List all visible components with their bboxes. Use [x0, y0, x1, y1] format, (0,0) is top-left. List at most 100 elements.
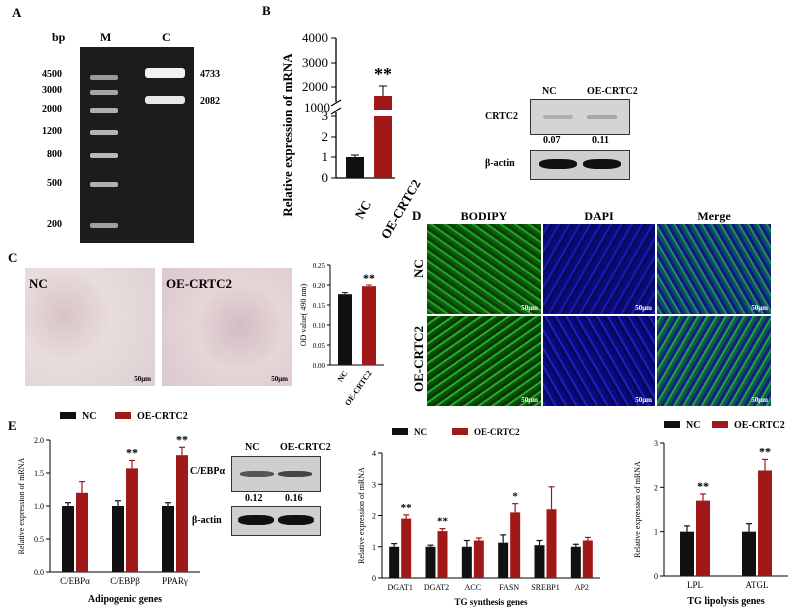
bar-nc — [338, 294, 352, 365]
x-category-label: DGAT1 — [387, 583, 412, 592]
legend-label-nc: NC — [82, 411, 96, 422]
legend-swatch-nc — [664, 421, 680, 428]
panel-label-b: B — [262, 3, 271, 18]
bar-nc — [461, 546, 472, 578]
b-tick-3: 3 — [322, 108, 329, 123]
b-ratio-nc: 0.07 — [543, 135, 561, 146]
x-axis-title: TG lipolysis genes — [687, 596, 764, 607]
y-tick-label: 3 — [372, 480, 376, 489]
panel-label-a: A — [12, 5, 22, 20]
bar-nc — [534, 545, 545, 578]
gel-band-m800 — [90, 153, 118, 158]
legend-swatch-oe — [712, 421, 728, 428]
c-scale-nc: 50μm — [134, 375, 151, 383]
b-ratio-oe: 0.11 — [592, 135, 609, 146]
ladder-label-500: 500 — [47, 178, 62, 189]
bar-oe — [76, 492, 88, 572]
x-category-label: ACC — [465, 583, 481, 592]
legend-label-oe: OE-CRTC2 — [137, 411, 188, 422]
ladder-label-1200: 1200 — [42, 126, 62, 137]
significance-mark: ** — [176, 432, 188, 446]
d-scale-4: 50μm — [521, 396, 538, 404]
cebpa-blot-strip — [231, 456, 321, 492]
e-ratio-oe: 0.16 — [285, 493, 303, 504]
mrna-bar-chart-b: Relative expression of mRNA 4000 3000 20… — [280, 30, 424, 242]
gel-band-m2000 — [90, 108, 118, 113]
y-tick-label: 1.5 — [34, 469, 44, 478]
fluor-bodipy-oe: 50μm — [427, 316, 541, 406]
c-image-label-nc: NC — [29, 276, 48, 291]
gel-header-construct: C — [162, 30, 171, 44]
d-row-oe: OE-CRTC2 — [411, 326, 426, 392]
y-tick-label: 2 — [372, 512, 376, 521]
b-tick-1: 1 — [322, 149, 329, 164]
fluor-merge-oe: 50μm — [657, 316, 771, 406]
y-tick-label: 0 — [654, 572, 658, 581]
y-tick-label: 0.05 — [313, 342, 326, 350]
bar-oe — [126, 468, 138, 572]
gel-band-m4500 — [90, 75, 118, 80]
bar-oe — [582, 540, 593, 578]
b-blot-row-crtc2: CRTC2 — [485, 111, 518, 122]
e-blot-col-oe: OE-CRTC2 — [280, 442, 331, 453]
significance-mark: ** — [363, 271, 375, 285]
bar-oe — [758, 470, 772, 576]
b-blot-col-nc: NC — [542, 86, 557, 97]
bar-nc — [742, 531, 756, 576]
gel-band-m1200 — [90, 130, 118, 135]
e-blot-row-cebpa: C/EBPα — [190, 466, 226, 477]
oil-red-image-oe: OE-CRTC2 50μm — [162, 268, 292, 386]
x-category-label: FASN — [499, 583, 519, 592]
bar-nc — [570, 546, 581, 578]
panel-label-d: D — [412, 208, 422, 223]
od-bar-chart-c: 0.00 0.05 0.10 0.15 0.20 0.25 OD value( 490 nm… — [299, 262, 384, 407]
y-tick-label: 0.10 — [313, 322, 326, 330]
b-bar-oe-lower — [374, 116, 392, 178]
x-category-label: NC — [336, 369, 350, 384]
bar-oe — [362, 286, 376, 365]
x-axis-title: TG synthesis genes — [454, 597, 528, 607]
b-bar-nc — [346, 157, 364, 178]
y-axis-label: Relative expression of mRNA — [633, 461, 642, 558]
gel-band-m3000 — [90, 90, 118, 95]
d-col-merge: Merge — [697, 209, 731, 223]
adipogenic-bar-chart: NC OE-CRTC2 0.0 0.5 1.0 1.5 2.0 Relative expres… — [17, 411, 200, 605]
y-tick-label: 1.0 — [34, 502, 44, 511]
legend-label-nc: NC — [414, 427, 427, 437]
x-category-label: PPARγ — [162, 576, 188, 586]
gel-band-m500 — [90, 182, 118, 187]
x-category-label: C/EBPβ — [110, 576, 140, 586]
x-category-label: AP2 — [575, 583, 589, 592]
band-label-2082: 2082 — [200, 96, 220, 107]
band-label-4733: 4733 — [200, 69, 220, 80]
oil-red-image-nc: NC 50μm — [25, 268, 155, 386]
e-blot-col-nc: NC — [245, 442, 260, 453]
tg-lipolysis-bar-chart: NC OE-CRTC2 0 1 2 3 Relative expression of mRN… — [633, 420, 788, 607]
d-scale-3: 50μm — [751, 304, 768, 312]
legend-swatch-nc — [392, 428, 408, 435]
bar-oe — [510, 512, 521, 578]
y-tick-label: 4 — [372, 449, 376, 458]
d-row-nc: NC — [411, 259, 426, 278]
bar-nc — [112, 506, 124, 572]
ladder-label-2000: 2000 — [42, 104, 62, 115]
d-col-dapi: DAPI — [584, 209, 614, 223]
b-tick-0: 0 — [322, 170, 329, 185]
b-tick-4000: 4000 — [302, 30, 328, 45]
ladder-label-200: 200 — [47, 219, 62, 230]
b-xlabel-nc: NC — [352, 198, 374, 222]
x-category-label: LPL — [687, 580, 703, 590]
b-tick-2: 2 — [322, 129, 329, 144]
mrna-ylabel: Relative expression of mRNA — [280, 53, 295, 217]
d-scale-6: 50μm — [751, 396, 768, 404]
b-blot-col-oe: OE-CRTC2 — [587, 86, 638, 97]
bar-oe — [401, 518, 412, 578]
panel-label-c: C — [8, 250, 18, 265]
y-tick-label: 0 — [372, 574, 376, 583]
y-tick-label: 2 — [654, 483, 658, 492]
gel-band-m200 — [90, 223, 118, 228]
bar-oe — [546, 509, 557, 578]
ladder-label-3000: 3000 — [42, 85, 62, 96]
actin-blot-strip-b — [530, 150, 630, 180]
y-tick-label: 1 — [654, 528, 658, 537]
